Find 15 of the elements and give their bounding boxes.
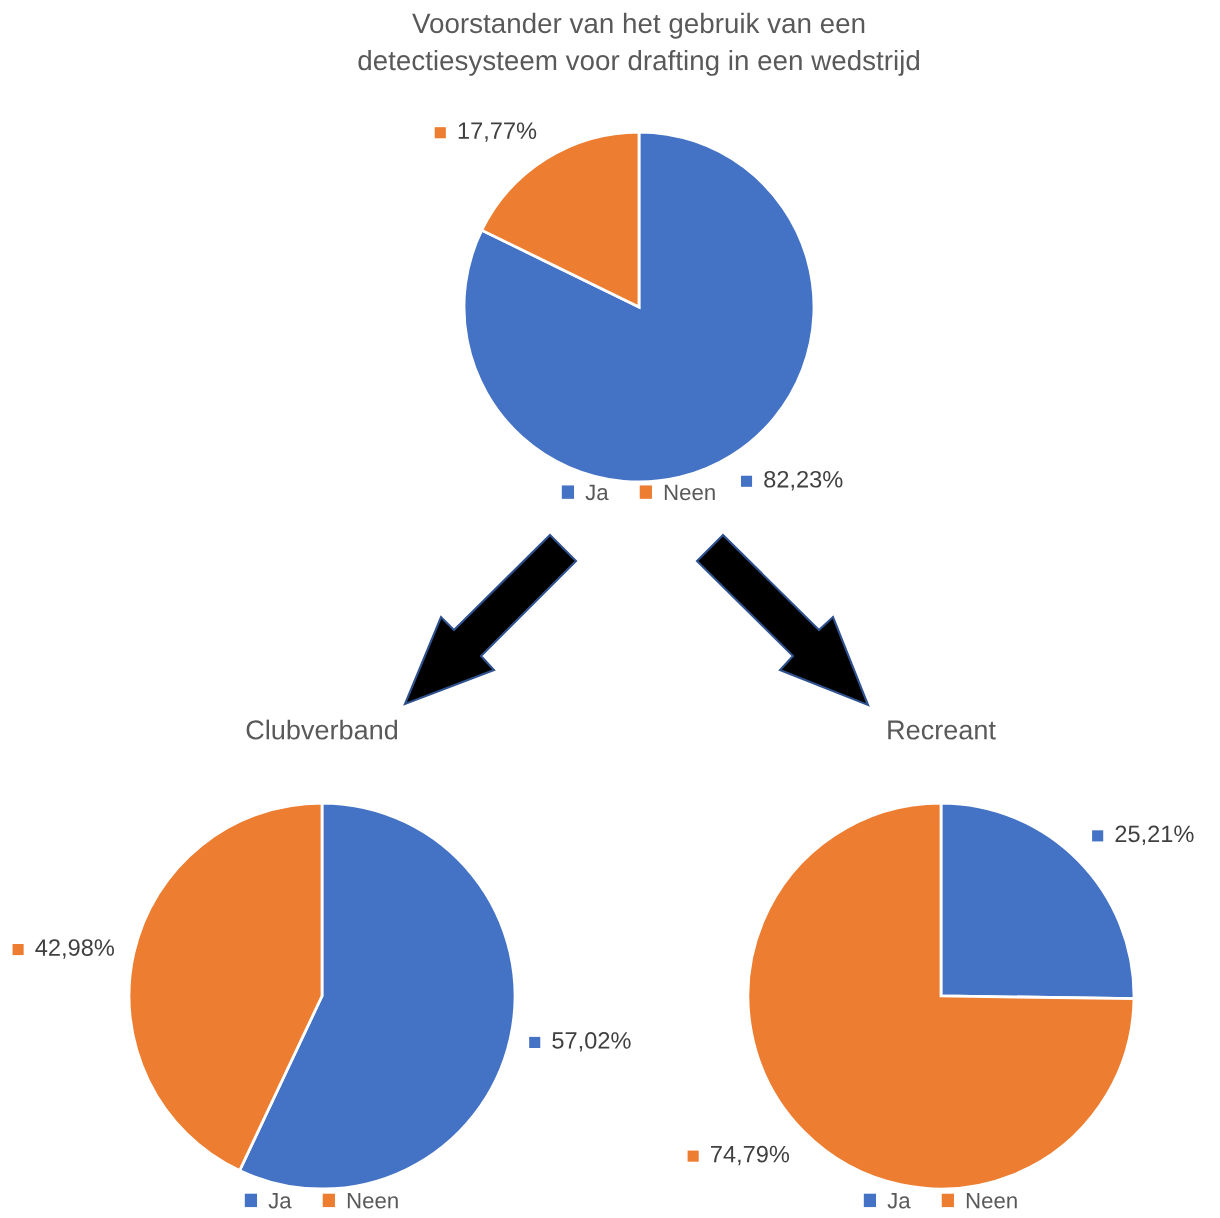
- data-label: 82,23%: [764, 470, 843, 491]
- legend-label: Neen: [664, 484, 715, 501]
- chart-title: Clubverband: [246, 719, 398, 740]
- data-label: 25,21%: [1115, 825, 1194, 845]
- data-label: 74,79%: [711, 1145, 790, 1166]
- chart-title: Recreant: [888, 720, 996, 740]
- legend-label: Ja: [268, 1192, 292, 1209]
- legend-label: Neen: [347, 1192, 398, 1209]
- data-label: 42,98%: [35, 939, 115, 959]
- legend-label: Ja: [887, 1192, 911, 1209]
- chart-title: Voorstander van het gebruik van een detectiesysteem voor drafting in een wedstrijd: [358, 12, 920, 76]
- data-label: 17,77%: [458, 122, 537, 142]
- legend-label: Ja: [585, 484, 609, 501]
- data-label: 57,02%: [552, 1032, 631, 1052]
- legend-label: Neen: [966, 1192, 1017, 1209]
